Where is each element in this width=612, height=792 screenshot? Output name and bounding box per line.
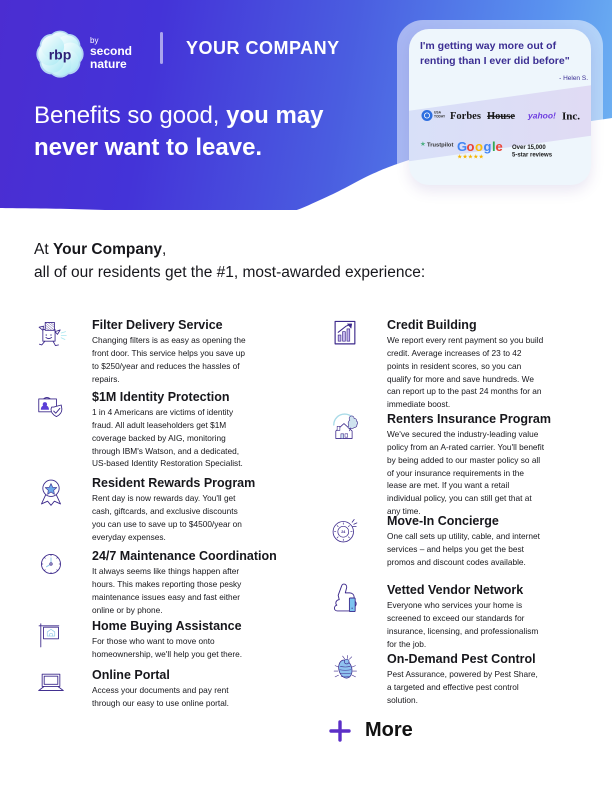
svg-text:e: e — [496, 139, 503, 154]
svg-text:rbp: rbp — [49, 47, 72, 63]
svg-text:★: ★ — [420, 140, 426, 148]
svg-text:★★★★★: ★★★★★ — [457, 154, 484, 161]
svg-text:Inc.: Inc. — [562, 110, 580, 122]
svg-text:5-star reviews: 5-star reviews — [512, 153, 553, 159]
svg-text:Trustpilot: Trustpilot — [427, 142, 453, 148]
svg-text:TODAY: TODAY — [434, 115, 446, 119]
svg-text:yahoo!: yahoo! — [527, 111, 556, 121]
svg-text:o: o — [475, 139, 483, 154]
svg-text:g: g — [484, 139, 492, 154]
svg-text:o: o — [467, 139, 475, 154]
svg-text:Forbes: Forbes — [450, 111, 481, 122]
svg-text:House: House — [487, 111, 515, 122]
svg-text:Over 15,000: Over 15,000 — [512, 145, 546, 151]
